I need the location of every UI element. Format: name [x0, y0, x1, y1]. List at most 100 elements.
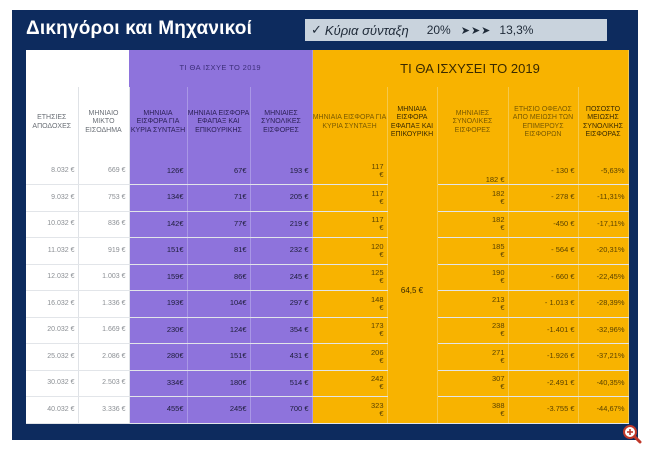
table-row: 30.032 €2.503 €334€ 180€ 514 €242 €307 € -2.4…: [26, 370, 629, 397]
cell-new-total-value: 238: [491, 321, 505, 331]
cell-current-lump: 245€: [187, 396, 251, 424]
cell-new-main-value: 117: [371, 215, 384, 225]
euro-sign: €: [500, 382, 505, 392]
cell-annual-benefit: -1.401 €: [508, 317, 579, 344]
table-row: 9.032 €753 €134€ 71€ 205 €117 €182 € - 278 € -…: [26, 184, 629, 212]
cell-new-main-value: 117: [371, 188, 384, 198]
table-row: 40.032 €3.336 €455€ 245€ 700 €323 €388 € -3.7…: [26, 396, 629, 424]
cell-new-main: 206 €: [312, 343, 388, 371]
cell-new-main: 148 €: [312, 290, 388, 318]
col-header-monthly-gross: ΜΗΝΙΑΙΟ ΜΙΚΤΟ ΕΙΣΟΔΗΜΑ: [78, 87, 130, 158]
cell-monthly-gross: 2.086 €: [78, 343, 130, 371]
cell-current-main: 134€: [129, 184, 188, 212]
cell-current-main: 455€: [129, 396, 188, 424]
col-header-annual-income: ΕΤΗΣΙΕΣ ΑΠΟΔΟΧΕΣ: [26, 87, 79, 158]
table-row: 12.032 €1.003 €159€ 86€ 245 €125 €190 € - 660…: [26, 264, 629, 291]
cell-new-total: 182 €: [437, 184, 509, 212]
zoom-in-icon[interactable]: [622, 424, 642, 444]
cell-monthly-gross: 1.669 €: [78, 317, 130, 344]
contributions-table: ΤΙ ΘΑ ΙΣΧΥΕ ΤΟ 2019 ΤΙ ΘΑ ΙΣΧΥΣΕΙ ΤΟ 201…: [26, 50, 629, 424]
cell-current-main: 126€: [129, 158, 188, 185]
main-pension-badge: ✓ Κύρια σύνταξη 20% ➤➤➤ 13,3%: [305, 19, 607, 41]
cell-monthly-gross: 669 €: [78, 158, 130, 185]
cell-new-main: 120 €: [312, 237, 388, 265]
cell-current-lump: 124€: [187, 317, 251, 344]
check-icon: ✓: [311, 22, 322, 37]
euro-sign: €: [379, 408, 384, 418]
cell-annual-income: 30.032 €: [26, 370, 79, 397]
cell-reduction-pct: -32,96%: [578, 317, 629, 344]
cell-new-total: 185 €: [437, 237, 509, 265]
page-title: Δικηγόροι και Μηχανικοί: [26, 18, 253, 39]
cell-new-total-value: 213: [491, 294, 505, 304]
euro-sign: €: [500, 302, 505, 312]
euro-sign: €: [379, 302, 384, 312]
cell-current-lump: 104€: [187, 290, 251, 318]
cell-current-total: 700 €: [250, 396, 313, 424]
cell-annual-income: 40.032 €: [26, 396, 79, 424]
cell-annual-benefit: - 1.013 €: [508, 290, 579, 318]
cell-annual-benefit: -1.926 €: [508, 343, 579, 371]
cell-current-total: 431 €: [250, 343, 313, 371]
cell-new-total: 388 €: [437, 396, 509, 424]
euro-sign: €: [379, 249, 384, 259]
cell-current-total: 193 €: [250, 158, 313, 185]
cell-current-lump: 180€: [187, 370, 251, 397]
euro-sign: €: [500, 408, 505, 418]
table-row: 20.032 €1.669 €230€ 124€ 354 €173 €238 € -1.4…: [26, 317, 629, 344]
cell-annual-income: 20.032 €: [26, 317, 79, 344]
cell-reduction-pct: -5,63%: [578, 158, 629, 185]
table-row: 25.032 €2.086 €280€ 151€ 431 €206 €271 € -1.9…: [26, 343, 629, 371]
cell-new-main: 117 €: [312, 211, 388, 238]
cell-current-main: 280€: [129, 343, 188, 371]
cell-annual-benefit: -3.755 €: [508, 396, 579, 424]
euro-sign: €: [500, 249, 505, 259]
badge-from-pct: 20%: [426, 23, 451, 37]
col-header-new-lump: ΜΗΝΙΑΙΑ ΕΙΣΦΟΡΑ ΕΦΑΠΑΞ ΚΑΙ ΕΠΙΚΟΥΡΙΚΗ: [387, 87, 438, 158]
cell-current-total: 205 €: [250, 184, 313, 212]
cell-reduction-pct: -17,11%: [578, 211, 629, 238]
cell-new-lump-shared: 64,5 €: [387, 158, 438, 424]
cell-annual-benefit: -450 €: [508, 211, 579, 238]
cell-new-main: 242 €: [312, 370, 388, 397]
cell-current-lump: 71€: [187, 184, 251, 212]
table-row: 8.032 €669 €126€ 67€ 193 €117 €64,5 €182 € -…: [26, 158, 629, 424]
cell-current-main: 159€: [129, 264, 188, 291]
cell-monthly-gross: 836 €: [78, 211, 130, 238]
cell-new-total: 238 €: [437, 317, 509, 344]
cell-annual-benefit: - 660 €: [508, 264, 579, 291]
cell-new-total: 190 €: [437, 264, 509, 291]
euro-sign: €: [379, 170, 384, 179]
cell-annual-income: 9.032 €: [26, 184, 79, 212]
cell-reduction-pct: -22,45%: [578, 264, 629, 291]
cell-annual-income: 10.032 €: [26, 211, 79, 238]
cell-current-main: 193€: [129, 290, 188, 318]
col-header-new-main: ΜΗΝΙΑΙΑ ΕΙΣΦΟΡΑ ΓΙΑ ΚΥΡΙΑ ΣΥΝΤΑΞΗ: [312, 87, 388, 158]
cell-current-lump: 67€: [187, 158, 251, 185]
cell-reduction-pct: -28,39%: [578, 290, 629, 318]
cell-new-total: 182 €: [437, 211, 509, 238]
cell-new-total-value: 388: [491, 400, 505, 410]
cell-new-total-value: 182 €: [485, 175, 505, 185]
cell-new-main-value: 125: [370, 268, 384, 278]
cell-annual-income: 16.032 €: [26, 290, 79, 318]
cell-new-total: 271 €: [437, 343, 509, 371]
cell-current-lump: 81€: [187, 237, 251, 265]
cell-current-total: 297 €: [250, 290, 313, 318]
euro-sign: €: [379, 329, 384, 339]
cell-annual-income: 12.032 €: [26, 264, 79, 291]
cell-new-main: 323 €: [312, 396, 388, 424]
euro-sign: €: [500, 329, 505, 339]
euro-sign: €: [500, 276, 505, 286]
table-row: 10.032 €836 €142€ 77€ 219 €117 € 182 € -450 € -…: [26, 211, 629, 238]
cell-monthly-gross: 919 €: [78, 237, 130, 265]
col-header-new-total: ΜΗΝΙΑΙΕΣ ΣΥΝΟΛΙΚΕΣ ΕΙΣΦΟΡΕΣ: [437, 87, 509, 158]
cell-current-total: 514 €: [250, 370, 313, 397]
cell-current-lump: 77€: [187, 211, 251, 238]
col-header-annual-benefit: ΕΤΗΣΙΟ ΟΦΕΛΟΣ ΑΠΟ ΜΕΙΩΣΗ ΤΩΝ ΕΠΙΜΕΡΟΥΣ Ε…: [508, 87, 579, 158]
cell-reduction-pct: -40,35%: [578, 370, 629, 397]
cell-current-total: 219 €: [250, 211, 313, 238]
cell-new-main-value: 173: [370, 321, 384, 331]
table-row: 16.032 €1.336 €193€ 104€ 297 €148 €213 € - 1.…: [26, 290, 629, 318]
cell-current-main: 142€: [129, 211, 188, 238]
